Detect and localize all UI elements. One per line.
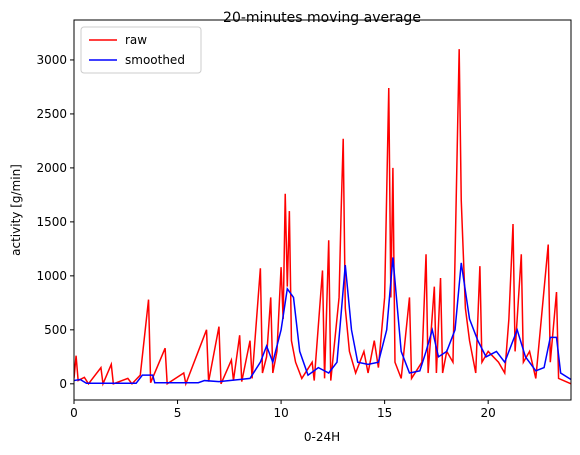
y-tick-label: 2500 [36, 107, 67, 121]
series-line [74, 257, 571, 385]
y-tick-label: 500 [44, 323, 67, 337]
series-line [74, 49, 571, 387]
x-tick-label: 20 [481, 406, 496, 420]
y-tick-label: 1000 [36, 269, 67, 283]
x-axis-label: 0-24H [304, 430, 340, 444]
y-tick-label: 1500 [36, 215, 67, 229]
x-tick-label: 10 [273, 406, 288, 420]
y-axis-label: activity [g/min] [9, 164, 23, 256]
y-tick-label: 2000 [36, 161, 67, 175]
x-tick-label: 15 [377, 406, 392, 420]
chart-title: 20-minutes moving average [223, 10, 421, 26]
legend-label: raw [125, 33, 147, 47]
y-tick-label: 3000 [36, 53, 67, 67]
x-tick-label: 0 [70, 406, 78, 420]
y-tick-label: 0 [59, 377, 67, 391]
plot-frame [73, 19, 572, 401]
x-tick-label: 5 [174, 406, 182, 420]
legend-label: smoothed [125, 53, 185, 67]
legend-box [80, 26, 202, 74]
